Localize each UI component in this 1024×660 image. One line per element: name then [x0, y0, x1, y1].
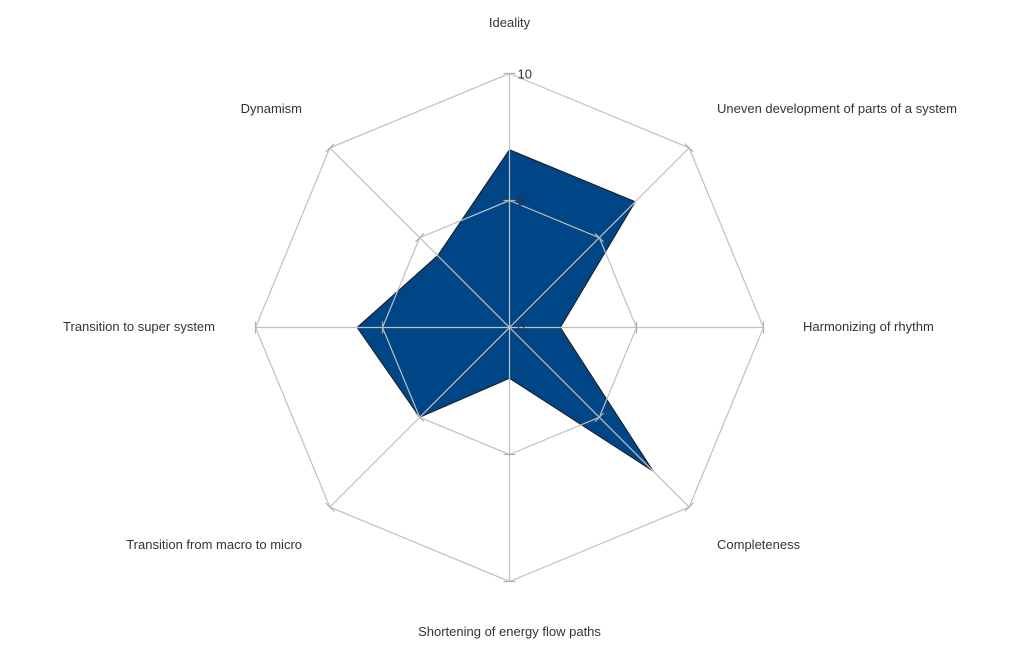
- category-label: Dynamism: [241, 101, 302, 116]
- axis-tick: [594, 233, 604, 243]
- category-label: Harmonizing of rhythm: [803, 319, 934, 334]
- axis-tick: [594, 412, 604, 422]
- radial-tick-label: 10: [518, 67, 532, 82]
- axis-tick: [415, 233, 425, 243]
- series-area: [356, 149, 654, 472]
- radial-tick-label: 0: [518, 321, 525, 336]
- category-label: Transition to super system: [63, 319, 215, 334]
- category-label: Shortening of energy flow paths: [418, 624, 601, 639]
- axis-tick: [684, 143, 694, 153]
- radial-tick-label: 5: [518, 194, 525, 209]
- axis-tick: [325, 502, 335, 512]
- axis-tick: [684, 502, 694, 512]
- category-label: Transition from macro to micro: [126, 537, 302, 552]
- axis-tick: [415, 412, 425, 422]
- category-label: Ideality: [489, 15, 531, 30]
- axis-tick: [325, 143, 335, 153]
- category-label: Uneven development of parts of a system: [717, 101, 957, 116]
- category-label: Completeness: [717, 537, 801, 552]
